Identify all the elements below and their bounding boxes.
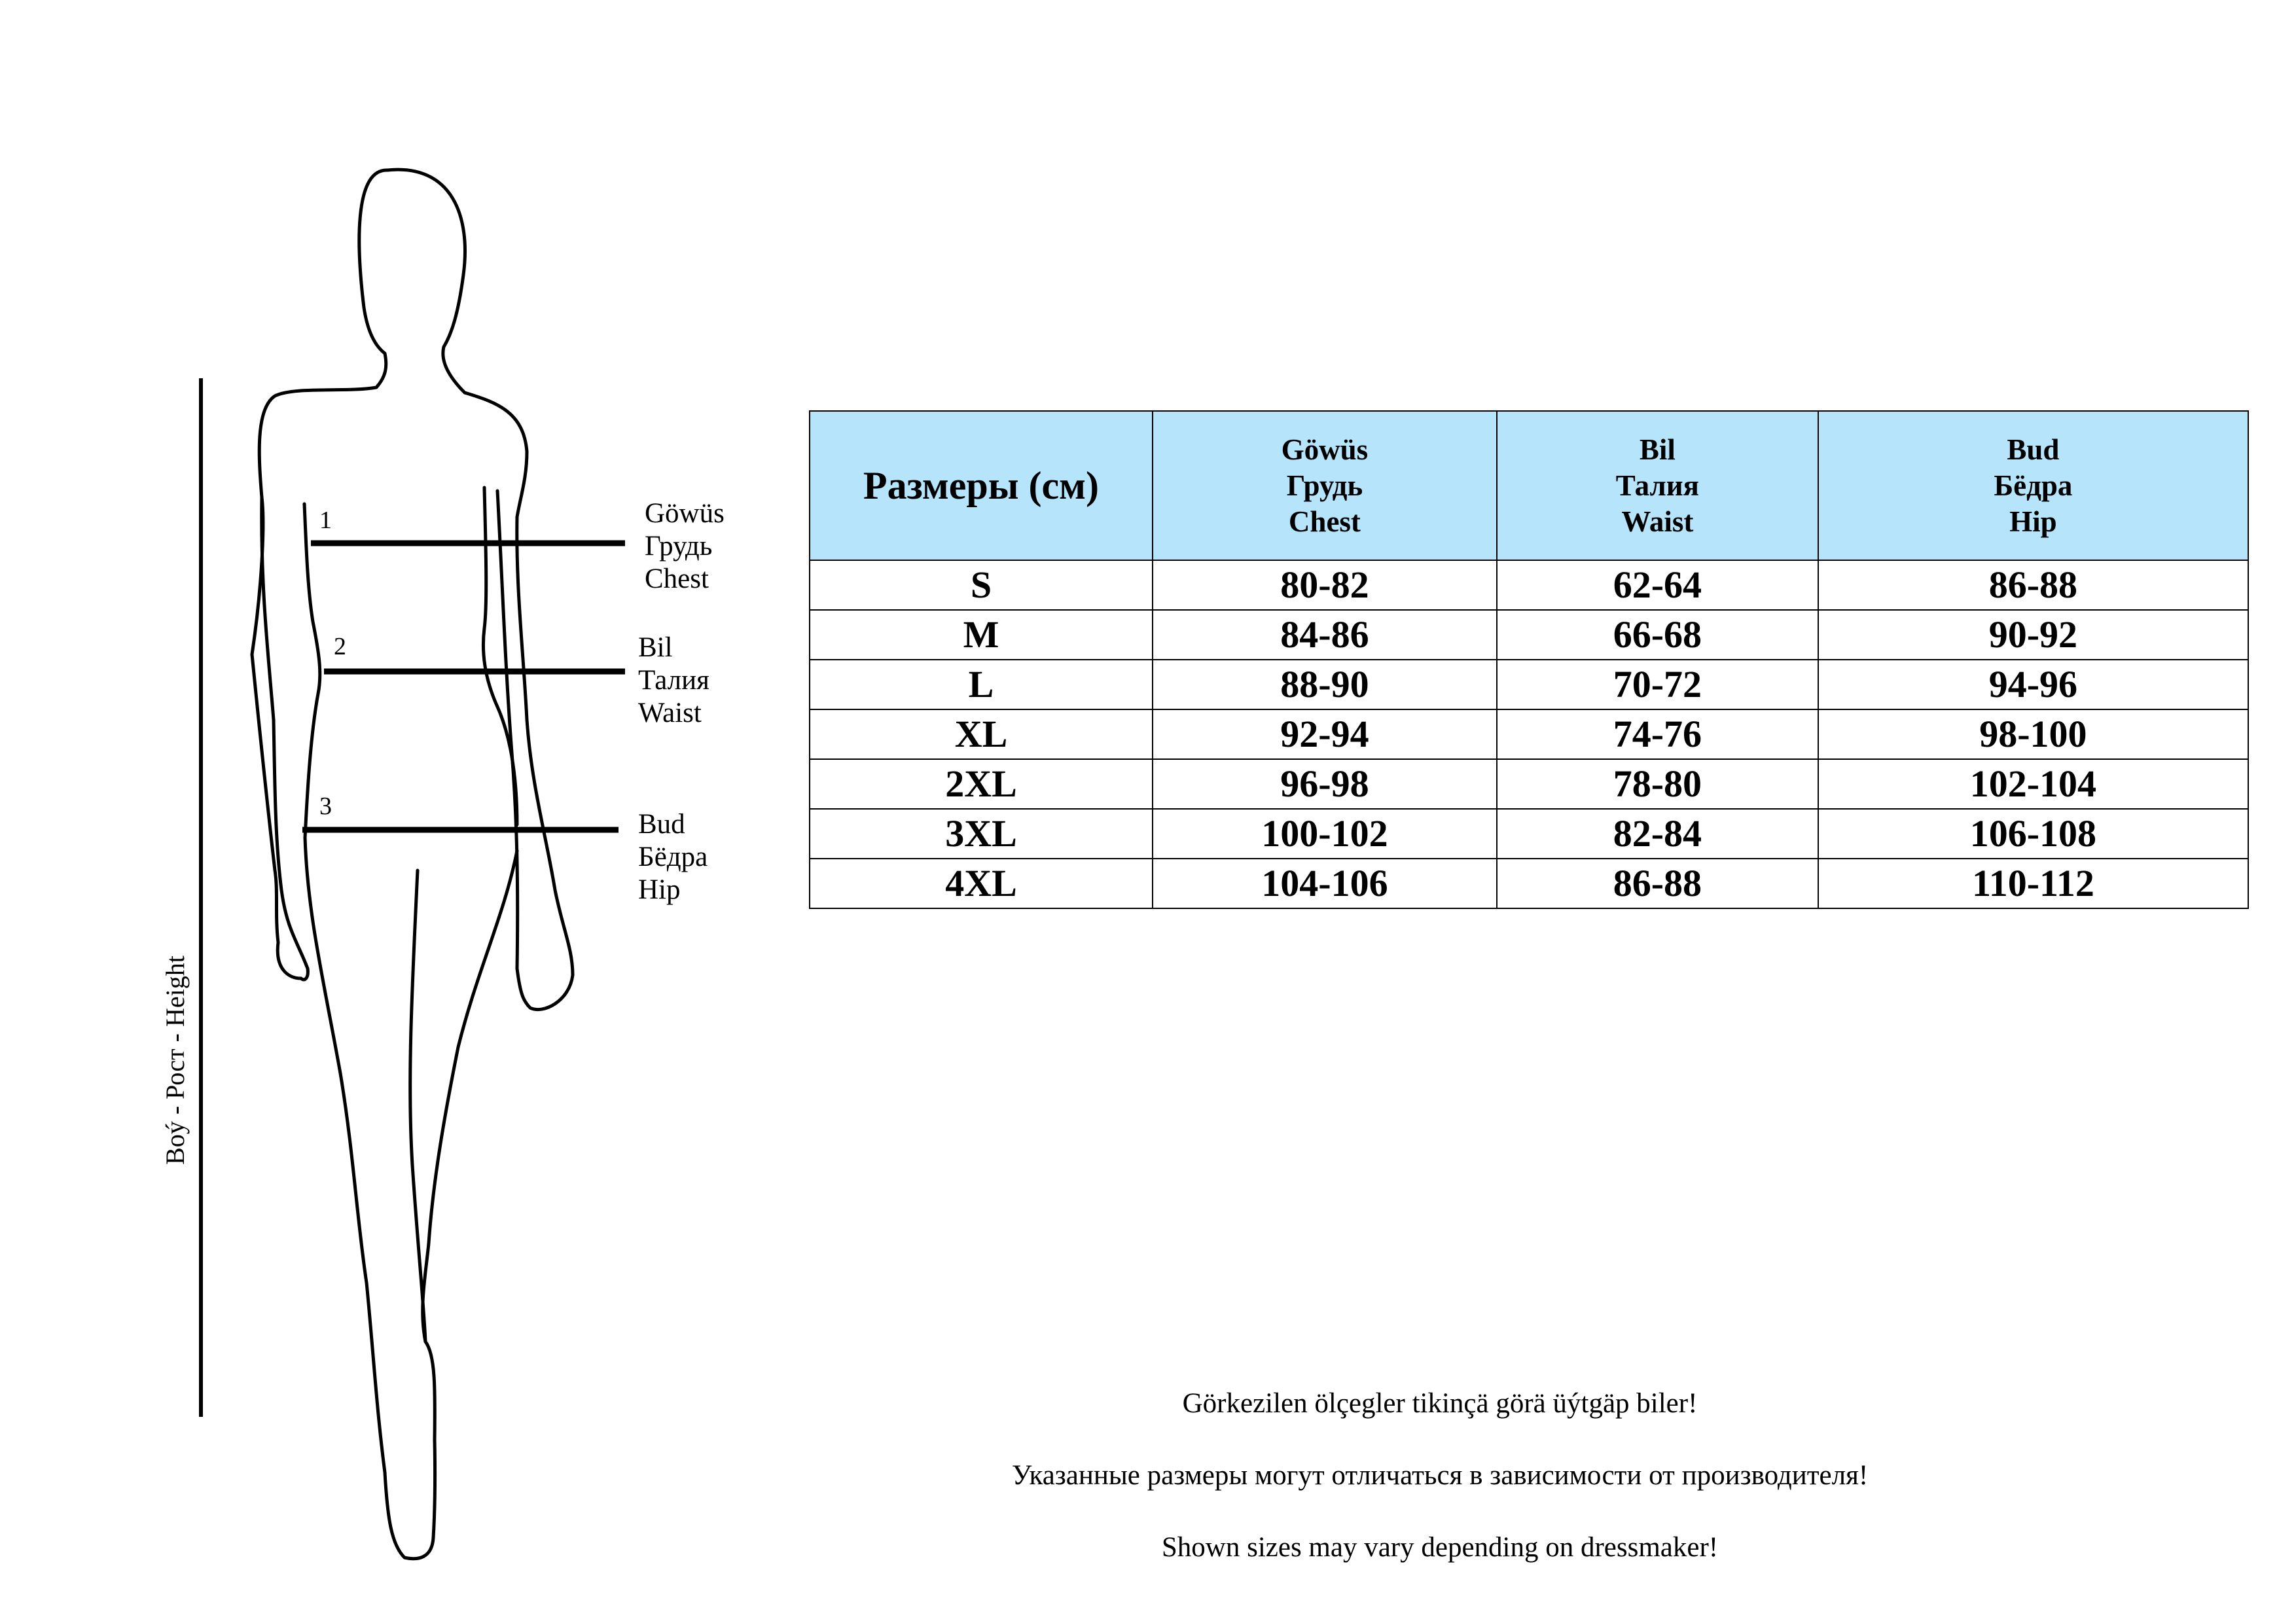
table-row: XL 92-94 74-76 98-100 [809,709,2250,760]
waist-header-en: Waist [1621,505,1694,538]
hip-cell: 106-108 [1817,808,2250,859]
waist-cell: 82-84 [1496,808,1819,859]
table-row: L 88-90 70-72 94-96 [809,659,2250,710]
chest-label-ru: Грудь [645,531,713,562]
hip-cell: 110-112 [1817,858,2250,909]
size-cell: 4XL [809,858,1153,909]
chest-header-tk: Göwüs [1281,433,1369,466]
waist-label: Bil Талия Waist [638,632,709,730]
chest-cell: 104-106 [1151,858,1498,909]
hip-header-en: Hip [2009,505,2057,538]
hip-cell: 86-88 [1817,560,2250,611]
chest-column-header: Göwüs Грудь Chest [1151,410,1498,561]
table-row: S 80-82 62-64 86-88 [809,560,2250,611]
waist-header-ru: Талия [1615,469,1699,502]
table-header-row: Размеры (см) Göwüs Грудь Chest Bil Талия… [809,410,2250,561]
size-cell: 2XL [809,758,1153,810]
table-row: M 84-86 66-68 90-92 [809,609,2250,660]
body-silhouette-figure [199,168,625,1561]
size-cell: S [809,560,1153,611]
note-english: Shown sizes may vary depending on dressm… [1161,1532,1719,1563]
waist-cell: 74-76 [1496,709,1819,760]
size-cell: M [809,609,1153,660]
hip-header-tk: Bud [2007,433,2060,466]
waist-label-ru: Талия [638,665,709,696]
size-table: Размеры (см) Göwüs Грудь Chest Bil Талия… [809,410,2250,909]
waist-cell: 62-64 [1496,560,1819,611]
figure-left-arm [250,495,310,982]
chest-cell: 96-98 [1151,758,1498,810]
chest-label-tk: Göwüs [645,498,725,529]
table-row: 2XL 96-98 78-80 102-104 [809,758,2250,810]
hip-label-ru: Бёдра [638,842,708,872]
figure-legs [303,836,519,1561]
size-column-header: Размеры (см) [809,410,1153,561]
hip-cell: 94-96 [1817,659,2250,710]
figure-head [257,168,389,499]
chest-cell: 80-82 [1151,560,1498,611]
hip-cell: 98-100 [1817,709,2250,760]
chest-header-en: Chest [1288,505,1361,538]
note-turkmen: Görkezilen ölçegler tikinçä görä üýtgäp … [1182,1388,1698,1419]
waist-label-tk: Bil [638,632,673,663]
table-row: 4XL 104-106 86-88 110-112 [809,858,2250,909]
note-russian: Указанные размеры могут отличаться в зав… [1011,1460,1869,1491]
size-cell: L [809,659,1153,710]
table-row: 3XL 100-102 82-84 106-108 [809,808,2250,859]
figure-torso [302,502,322,840]
waist-cell: 86-88 [1496,858,1819,909]
chest-number: 1 [319,507,332,534]
hip-header-ru: Бёдра [1994,469,2073,502]
hip-label: Bud Бёдра Hip [638,808,708,906]
waist-header-tk: Bil [1639,433,1676,466]
waist-label-en: Waist [638,698,702,728]
hip-label-en: Hip [638,874,681,905]
chest-header-ru: Грудь [1286,469,1363,502]
hip-column-header: Bud Бёдра Hip [1817,410,2250,561]
hip-cell: 102-104 [1817,758,2250,810]
hip-label-tk: Bud [638,809,685,840]
waist-cell: 70-72 [1496,659,1819,710]
hip-cell: 90-92 [1817,609,2250,660]
chest-label-en: Chest [645,563,709,594]
chest-cell: 84-86 [1151,609,1498,660]
chest-cell: 92-94 [1151,709,1498,760]
chest-cell: 88-90 [1151,659,1498,710]
chest-cell: 100-102 [1151,808,1498,859]
size-cell: XL [809,709,1153,760]
figure-right-arm [515,515,575,1012]
size-cell: 3XL [809,808,1153,859]
waist-cell: 66-68 [1496,609,1819,660]
waist-cell: 78-80 [1496,758,1819,810]
hip-number: 3 [319,793,332,820]
waist-column-header: Bil Талия Waist [1496,410,1819,561]
height-label-text: Boý - Рост - Height [160,955,190,1165]
waist-number: 2 [334,633,346,660]
chest-label: Göwüs Грудь Chest [645,497,725,596]
